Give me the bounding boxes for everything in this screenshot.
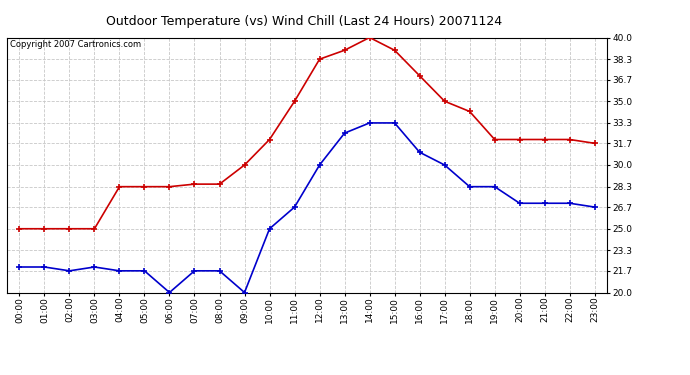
Text: Outdoor Temperature (vs) Wind Chill (Last 24 Hours) 20071124: Outdoor Temperature (vs) Wind Chill (Las… xyxy=(106,15,502,28)
Text: Copyright 2007 Cartronics.com: Copyright 2007 Cartronics.com xyxy=(10,40,141,49)
